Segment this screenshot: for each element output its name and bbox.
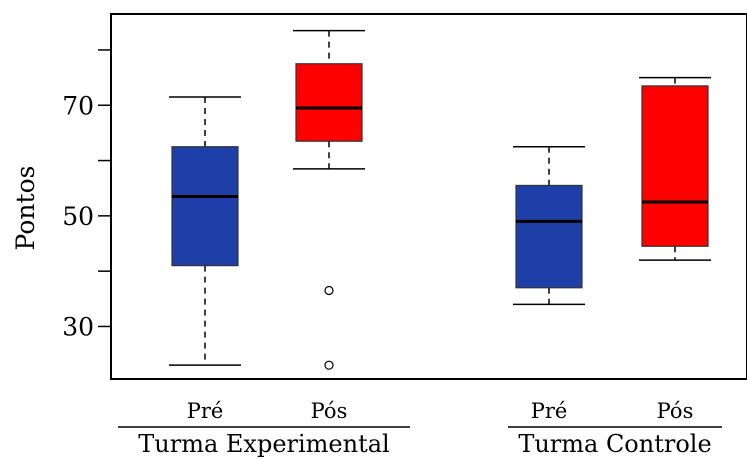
boxes — [169, 29, 711, 370]
y-tick-label: 50 — [62, 202, 94, 231]
group-label: Turma Controle — [518, 430, 711, 458]
box-3 — [513, 145, 585, 306]
x-axis-labels: Pré Pós Pré Pós Turma Experimental Turma Cont… — [118, 399, 722, 458]
box-iqr — [171, 146, 239, 267]
box-2 — [293, 29, 365, 370]
box-iqr — [641, 85, 709, 247]
category-label: Pós — [311, 399, 348, 423]
y-axis: 30 50 70 — [62, 49, 111, 341]
y-tick-label: 30 — [62, 312, 94, 341]
box-iqr — [515, 184, 583, 289]
plot-frame — [110, 13, 747, 380]
box-iqr — [295, 63, 363, 142]
outlier-point — [324, 285, 334, 296]
category-label: Pós — [657, 399, 694, 423]
y-axis-label: Pontos — [11, 166, 40, 251]
box-4 — [639, 76, 711, 261]
box-1 — [169, 96, 241, 366]
category-label: Pré — [531, 399, 568, 423]
group-label: Turma Experimental — [138, 430, 389, 458]
outlier-point — [324, 360, 334, 370]
y-tick-label: 70 — [62, 91, 94, 120]
category-label: Pré — [187, 399, 224, 423]
